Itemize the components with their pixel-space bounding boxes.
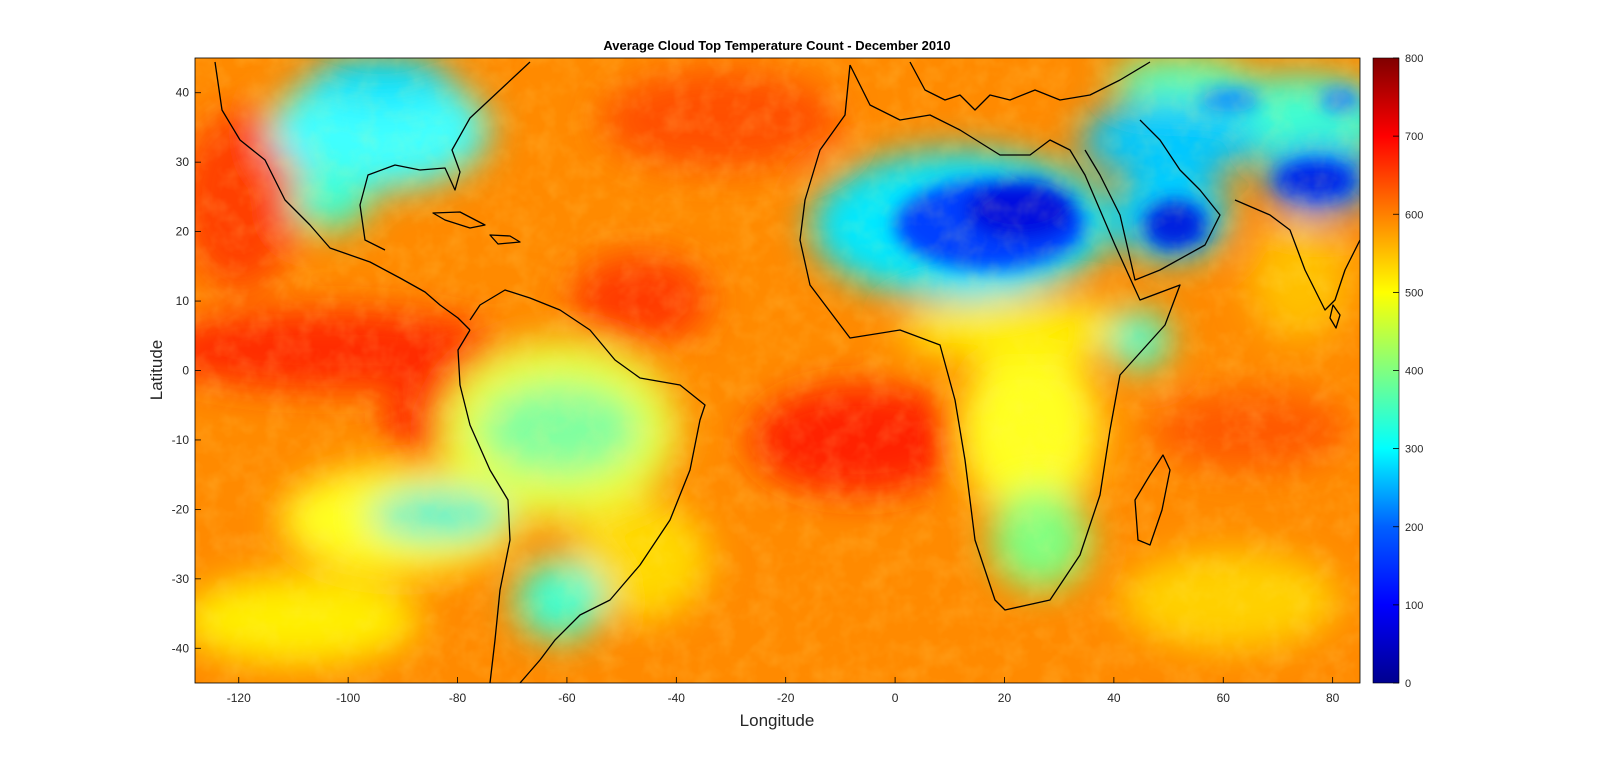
- coastline-madagascar: [1134, 454, 1171, 546]
- colorbar-ticks: 800 700 600 500 400 300 200 100 0: [1393, 53, 1423, 690]
- coastline-gulf-mexico: [359, 61, 531, 251]
- y-tick-label: 40: [176, 86, 190, 100]
- coastlines: [214, 61, 1360, 683]
- x-tick-label: -40: [668, 691, 686, 705]
- x-tick-label: 60: [1217, 691, 1231, 705]
- colorbar-tick-label: 300: [1405, 444, 1423, 456]
- colorbar-tick-label: 0: [1405, 678, 1411, 690]
- x-tick-label: 40: [1107, 691, 1121, 705]
- temperature-field: [195, 58, 1360, 683]
- y-tick-label: 30: [176, 155, 190, 169]
- colorbar-tick-label: 400: [1405, 366, 1423, 378]
- y-tick-label: 0: [182, 364, 189, 378]
- y-tick-label: 20: [176, 225, 190, 239]
- coastline-europe: [909, 61, 1151, 111]
- coastline-south-america: [457, 289, 706, 683]
- x-tick-label: -80: [449, 691, 467, 705]
- chart-title: Average Cloud Top Temperature Count - De…: [603, 38, 950, 53]
- y-tick-label: -40: [172, 641, 190, 655]
- y-tick-label: -30: [172, 572, 190, 586]
- x-tick-label: -60: [558, 691, 576, 705]
- coastline-hispaniola: [489, 234, 521, 245]
- x-axis-label: Longitude: [740, 711, 815, 730]
- y-tick-label: -20: [172, 502, 190, 516]
- coastline-americas-west: [214, 61, 471, 331]
- y-axis-ticks: 40 30 20 10 0 -10 -20 -30 -40: [172, 86, 201, 655]
- y-tick-label: -10: [172, 433, 190, 447]
- coastline-india: [1234, 199, 1360, 311]
- coastline-africa: [799, 64, 1181, 611]
- y-axis-label: Latitude: [147, 340, 166, 401]
- colorbar-tick-label: 200: [1405, 522, 1423, 534]
- x-tick-label: 20: [998, 691, 1012, 705]
- coastline-sri-lanka: [1329, 304, 1341, 329]
- x-tick-label: 80: [1326, 691, 1340, 705]
- colorbar-tick-label: 100: [1405, 600, 1423, 612]
- colorbar-tick-label: 600: [1405, 209, 1423, 221]
- x-axis-ticks: -120 -100 -80 -60 -40 -20 0 20 40 60 80: [227, 677, 1340, 705]
- coastline-arabia: [1084, 119, 1221, 281]
- colorbar-tick-label: 700: [1405, 131, 1423, 143]
- colorbar-tick-label: 500: [1405, 287, 1423, 299]
- x-tick-label: -100: [336, 691, 360, 705]
- y-tick-label: 10: [176, 294, 190, 308]
- x-tick-label: -120: [227, 691, 251, 705]
- x-tick-label: 0: [892, 691, 899, 705]
- coastline-cuba: [432, 211, 486, 229]
- colorbar-tick-label: 800: [1405, 53, 1423, 65]
- x-tick-label: -20: [777, 691, 795, 705]
